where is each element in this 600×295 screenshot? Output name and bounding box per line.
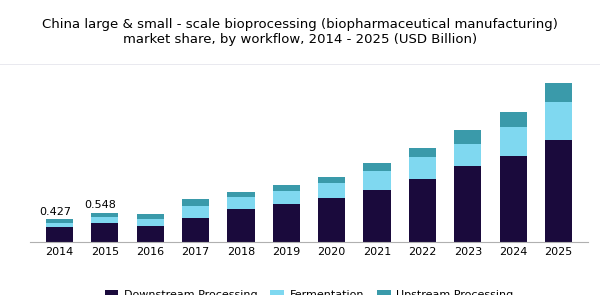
Bar xyxy=(227,209,254,242)
Bar xyxy=(318,198,345,242)
Bar xyxy=(409,148,436,158)
Bar xyxy=(500,156,527,242)
Bar xyxy=(227,197,254,209)
Bar xyxy=(364,171,391,189)
Bar xyxy=(137,214,164,219)
Bar xyxy=(545,102,572,140)
Bar xyxy=(318,177,345,183)
Bar xyxy=(454,130,481,144)
Bar xyxy=(500,127,527,156)
Bar xyxy=(137,226,164,242)
Bar xyxy=(409,179,436,242)
Bar xyxy=(91,223,118,242)
Bar xyxy=(137,219,164,226)
Text: China large & small - scale bioprocessing (biopharmaceutical manufacturing)
mark: China large & small - scale bioprocessin… xyxy=(42,19,558,46)
Bar xyxy=(364,163,391,171)
Bar xyxy=(46,223,73,227)
Bar xyxy=(318,183,345,198)
Bar xyxy=(182,206,209,218)
Bar xyxy=(545,83,572,102)
Bar xyxy=(182,199,209,206)
Bar xyxy=(273,204,300,242)
Bar xyxy=(46,219,73,223)
Bar xyxy=(364,189,391,242)
Text: 0.427: 0.427 xyxy=(39,207,71,217)
Legend: Downstream Processing, Fermentation, Upstream Processing: Downstream Processing, Fermentation, Ups… xyxy=(100,285,518,295)
Bar xyxy=(454,166,481,242)
Bar xyxy=(500,112,527,127)
Bar xyxy=(227,192,254,197)
Bar xyxy=(182,218,209,242)
Bar xyxy=(409,158,436,179)
Bar xyxy=(273,185,300,191)
Bar xyxy=(91,217,118,223)
Bar xyxy=(46,227,73,242)
Bar xyxy=(273,191,300,204)
Bar xyxy=(454,144,481,166)
Bar xyxy=(91,213,118,217)
Text: 0.548: 0.548 xyxy=(85,201,116,210)
Bar xyxy=(545,140,572,242)
